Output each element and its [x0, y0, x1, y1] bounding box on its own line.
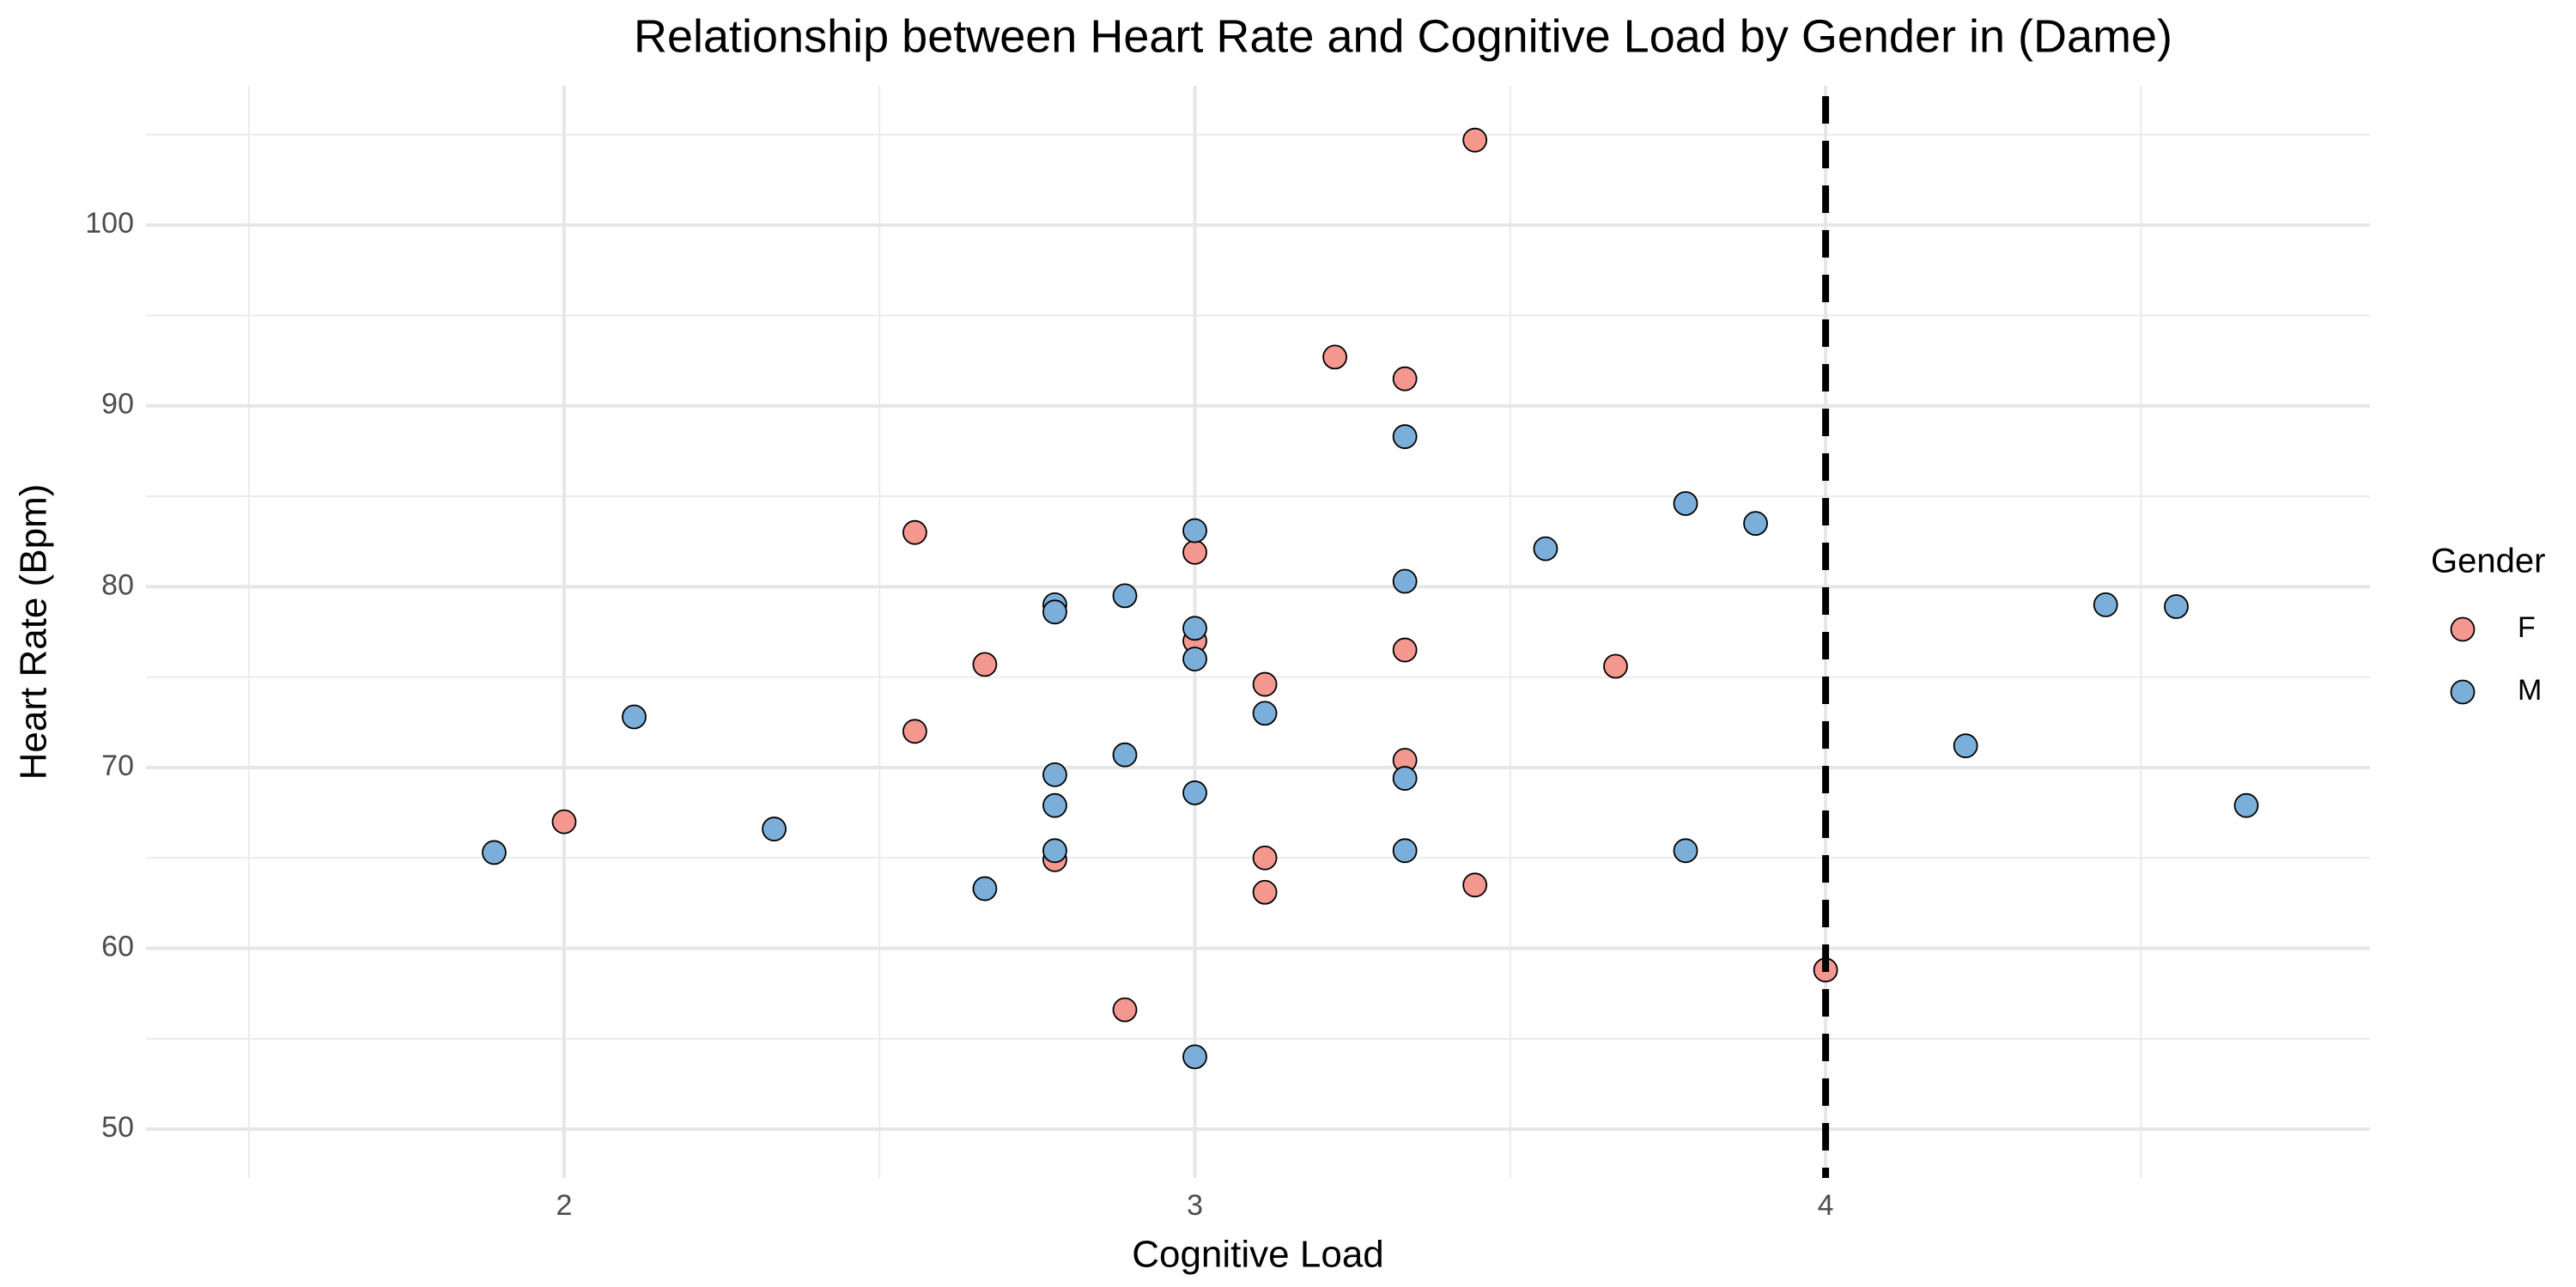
point [1953, 733, 1978, 759]
grid [146, 86, 2370, 1178]
point [1392, 366, 1418, 392]
point [1112, 583, 1138, 609]
y-axis-title: Heart Rate (Bpm) [13, 484, 55, 780]
point [1252, 671, 1278, 697]
point [1182, 780, 1207, 805]
point [972, 876, 998, 902]
point [1182, 518, 1207, 543]
point [1462, 127, 1488, 153]
point [1182, 539, 1207, 565]
chart-title: Relationship between Heart Rate and Cogn… [634, 10, 2172, 62]
point [1182, 647, 1207, 671]
point [1743, 511, 1768, 537]
point [1112, 742, 1138, 768]
y-tick-label: 80 [101, 568, 134, 601]
legend-key [2450, 616, 2476, 642]
x-tick-label: 3 [1187, 1189, 1203, 1222]
x-axis-title: Cognitive Load [1132, 1234, 1384, 1276]
y-tick-label: 70 [101, 750, 134, 782]
point [1392, 838, 1418, 864]
y-tick-label: 60 [101, 931, 134, 963]
x-tick-label: 2 [556, 1189, 573, 1222]
point [2233, 792, 2259, 818]
point [1252, 701, 1278, 726]
point [622, 704, 647, 730]
point [1182, 1044, 1207, 1070]
point [972, 652, 998, 677]
point [1252, 879, 1278, 905]
point [762, 817, 787, 841]
y-tick-label: 50 [101, 1111, 134, 1144]
point [1182, 616, 1207, 641]
point [1392, 766, 1418, 791]
point [1322, 344, 1348, 370]
point [1252, 845, 1278, 871]
point [2164, 594, 2189, 619]
point [2093, 592, 2118, 617]
point [1112, 997, 1138, 1023]
point [1042, 599, 1067, 625]
x-tick-label: 4 [1818, 1189, 1834, 1222]
y-tick-label: 100 [85, 207, 134, 240]
point [1392, 637, 1418, 663]
point [1042, 792, 1067, 818]
point [1042, 762, 1067, 787]
point [1673, 838, 1698, 864]
legend-title: Gender [2431, 543, 2545, 580]
legend-key [2450, 679, 2476, 705]
point [1603, 653, 1628, 679]
point [1392, 424, 1418, 449]
y-tick-label: 90 [101, 388, 134, 421]
point [902, 719, 927, 744]
point [551, 809, 577, 835]
point [902, 519, 927, 545]
point [1392, 568, 1418, 594]
point [1533, 536, 1558, 562]
legend-label: F [2518, 611, 2536, 644]
point [482, 840, 507, 865]
point [1042, 838, 1067, 864]
point [1673, 491, 1698, 516]
legend-label: M [2518, 674, 2542, 707]
point [1462, 872, 1488, 898]
